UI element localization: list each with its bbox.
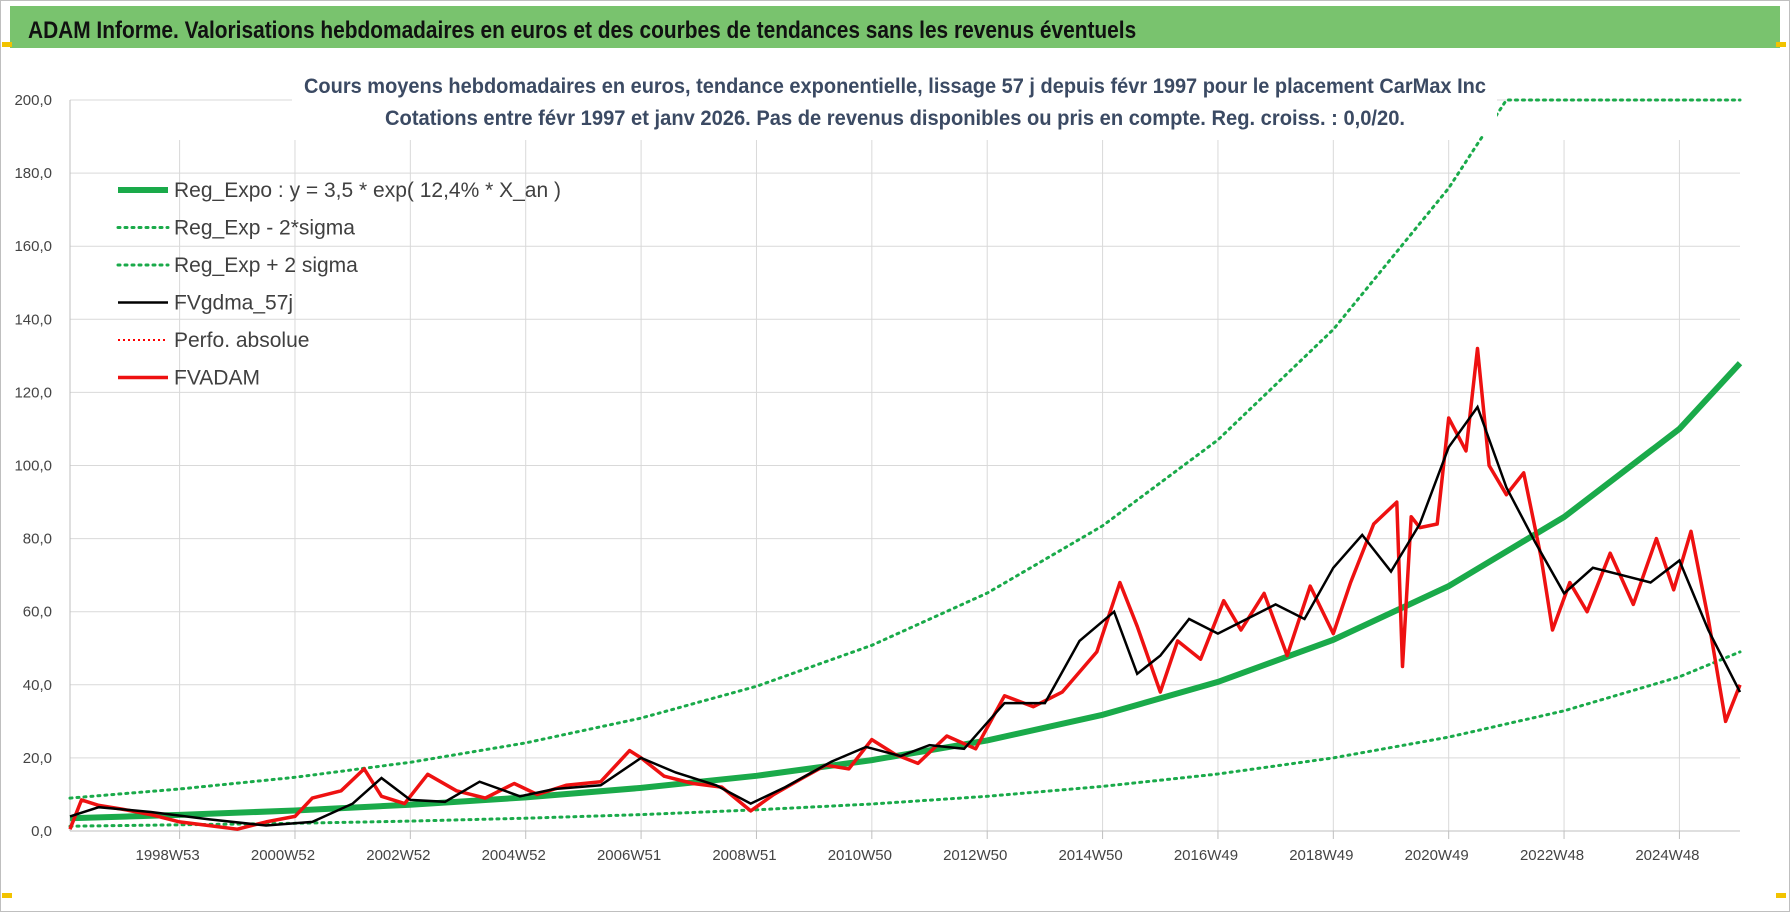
- x-tick-label: 2002W52: [366, 847, 430, 864]
- reg-exp-plus-2sigma-line: [68, 98, 1742, 800]
- chart-title: Cours moyens hebdomadaires en euros, ten…: [304, 75, 1486, 98]
- legend-reg-expo-label: Reg_Expo : y = 3,5 * exp( 12,4% * X_an ): [174, 179, 561, 202]
- y-tick-label: 120,0: [14, 384, 52, 401]
- y-tick-label: 200,0: [14, 92, 52, 109]
- y-tick-label: 160,0: [14, 238, 52, 255]
- x-axis-ticks: 1998W53 2000W52 2002W52 2004W52 2006W51 2008W…: [135, 847, 1699, 864]
- y-axis-ticks: 0,0 20,0 40,0 60,0 80,0 100,0 120,0 140,0 160,0 1…: [14, 92, 52, 840]
- x-tick-label: 1998W53: [135, 847, 199, 864]
- x-tick-label: 2020W49: [1405, 847, 1469, 864]
- y-tick-label: 40,0: [23, 677, 52, 694]
- x-tick-label: 2006W51: [597, 847, 661, 864]
- y-tick-label: 180,0: [14, 165, 52, 182]
- x-tick-label: 2004W52: [482, 847, 546, 864]
- corner-marker-top-right: [1776, 42, 1786, 47]
- header-bar: ADAM Informe. Valorisations hebdomadaire…: [10, 6, 1780, 48]
- series-lines: [68, 98, 1743, 831]
- corner-marker-bottom-right: [1776, 893, 1786, 898]
- y-tick-label: 100,0: [14, 458, 52, 475]
- x-tick-label: 2012W50: [943, 847, 1007, 864]
- x-tick-label: 2018W49: [1289, 847, 1353, 864]
- legend: Reg_Expo : y = 3,5 * exp( 12,4% * X_an )…: [116, 179, 561, 390]
- title-backdrop: [292, 68, 1497, 136]
- reg-exp-minus-2sigma-line: [68, 650, 1742, 828]
- x-tick-label: 2010W50: [828, 847, 892, 864]
- legend-perfo-label: Perfo. absolue: [174, 329, 309, 352]
- x-tick-label: 2008W51: [712, 847, 776, 864]
- x-tick-label: 2022W48: [1520, 847, 1584, 864]
- chart-subtitle: Cotations entre févr 1997 et janv 2026. …: [385, 107, 1405, 130]
- legend-fvgdma-label: FVgdma_57j: [174, 292, 293, 315]
- reg-expo-line: [69, 361, 1743, 822]
- y-tick-label: 20,0: [23, 750, 52, 767]
- x-tick-label: 2000W52: [251, 847, 315, 864]
- legend-reg-exp-minus-label: Reg_Exp - 2*sigma: [174, 217, 355, 240]
- x-tick-label: 2014W50: [1058, 847, 1122, 864]
- corner-marker-bottom-left: [2, 893, 12, 898]
- y-tick-label: 140,0: [14, 311, 52, 328]
- page-title: ADAM Informe. Valorisations hebdomadaire…: [28, 17, 1137, 44]
- x-tick-label: 2016W49: [1174, 847, 1238, 864]
- fvadam-line: [68, 346, 1742, 831]
- x-tick-label: 2024W48: [1635, 847, 1699, 864]
- legend-fvadam-label: FVADAM: [174, 367, 260, 390]
- y-tick-label: 80,0: [23, 531, 52, 548]
- y-tick-label: 60,0: [23, 604, 52, 621]
- fvgdma-57j-line: [69, 404, 1742, 827]
- legend-reg-exp-plus-label: Reg_Exp + 2 sigma: [174, 254, 358, 277]
- y-tick-label: 0,0: [31, 823, 52, 840]
- corner-marker-top-left: [2, 42, 12, 47]
